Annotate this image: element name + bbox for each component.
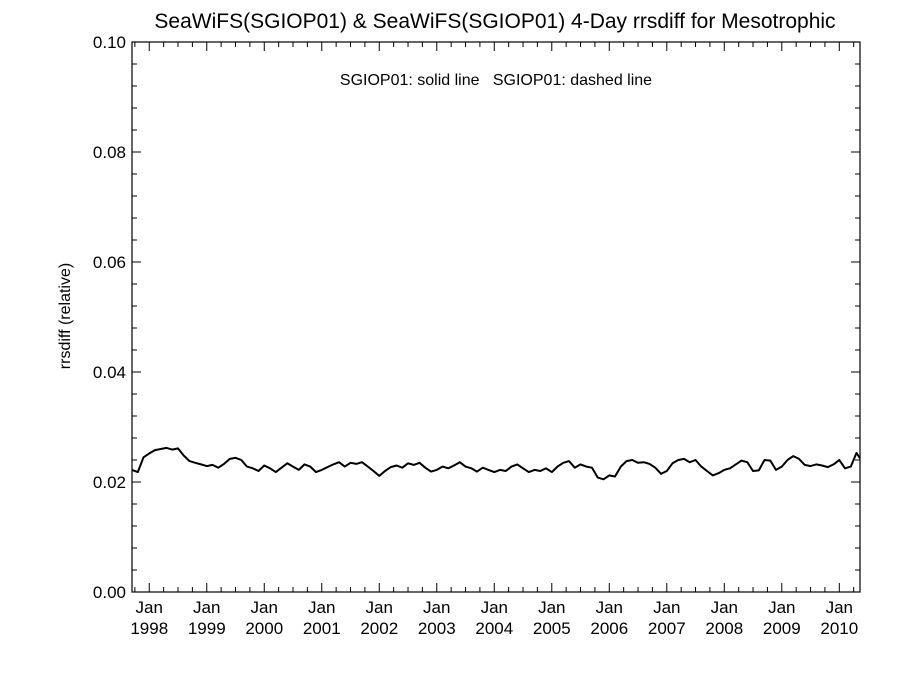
axes: 0.00 0.02 0.04 0.06 0.08 0.10 Jan 1998 Jan 1999 Ja…: [93, 33, 861, 638]
x-tick-label-year: 1999: [188, 619, 226, 638]
x-tick-label-month: Jan: [481, 598, 508, 617]
x-tick-label-year: 2010: [820, 619, 858, 638]
x-tick-label-month: Jan: [826, 598, 853, 617]
x-tick-label-month: Jan: [251, 598, 278, 617]
x-tick-label-month: Jan: [538, 598, 565, 617]
y-axis-label: rrsdiff (relative): [57, 263, 74, 369]
y-tick-label: 0.04: [93, 363, 126, 382]
series-line: [131, 446, 861, 481]
x-tick-label-month: Jan: [308, 598, 335, 617]
plot-frame: [131, 41, 861, 593]
x-tick-label-year: 2002: [360, 619, 398, 638]
x-tick-label-month: Jan: [653, 598, 680, 617]
x-tick-label-year: 2001: [303, 619, 341, 638]
x-tick-label-month: Jan: [768, 598, 795, 617]
x-tick-label-year: 2008: [705, 619, 743, 638]
y-tick-label: 0.10: [93, 33, 126, 52]
x-tick-label-year: 2009: [763, 619, 801, 638]
series-group: [131, 446, 861, 481]
x-tick-label-year: 2003: [418, 619, 456, 638]
y-tick-label: 0.02: [93, 473, 126, 492]
x-tick-label-month: Jan: [366, 598, 393, 617]
x-tick-label-month: Jan: [423, 598, 450, 617]
chart-title: SeaWiFS(SGIOP01) & SeaWiFS(SGIOP01) 4-Da…: [154, 10, 835, 33]
legend-text: SGIOP01: solid line SGIOP01: dashed line: [340, 72, 652, 89]
x-tick-label-year: 2005: [533, 619, 571, 638]
y-tick-label: 0.00: [93, 583, 126, 602]
x-tick-label-year: 2004: [475, 619, 513, 638]
y-tick-label: 0.08: [93, 143, 126, 162]
x-tick-label-month: Jan: [193, 598, 220, 617]
x-tick-label-month: Jan: [711, 598, 738, 617]
x-tick-label-year: 2007: [648, 619, 686, 638]
x-tick-label-year: 1998: [130, 619, 168, 638]
x-tick-label-month: Jan: [596, 598, 623, 617]
x-tick-label-year: 2000: [245, 619, 283, 638]
x-tick-label-month: Jan: [136, 598, 163, 617]
x-tick-label-year: 2006: [590, 619, 628, 638]
y-tick-label: 0.06: [93, 253, 126, 272]
